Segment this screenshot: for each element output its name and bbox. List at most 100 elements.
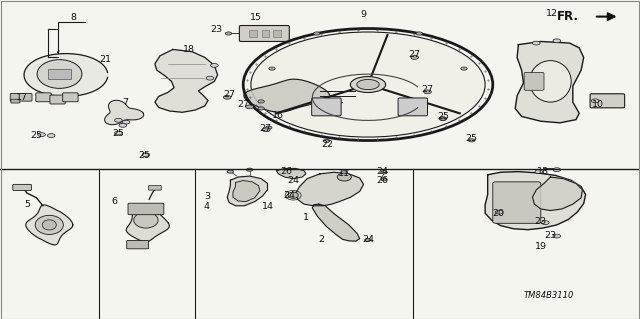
Bar <box>273 30 281 37</box>
FancyBboxPatch shape <box>239 26 289 41</box>
Bar <box>249 30 257 37</box>
FancyBboxPatch shape <box>11 99 20 103</box>
Text: 15: 15 <box>250 13 262 22</box>
Text: 14: 14 <box>262 202 273 211</box>
FancyBboxPatch shape <box>50 95 65 104</box>
Circle shape <box>211 63 218 67</box>
Circle shape <box>246 168 253 171</box>
Text: 23: 23 <box>545 231 556 240</box>
FancyBboxPatch shape <box>524 72 544 90</box>
Polygon shape <box>515 41 584 123</box>
Circle shape <box>495 210 503 214</box>
Circle shape <box>47 134 55 137</box>
Circle shape <box>424 90 431 94</box>
Ellipse shape <box>42 220 56 230</box>
Circle shape <box>225 32 232 35</box>
Text: 22: 22 <box>322 140 333 149</box>
Text: 4: 4 <box>204 202 210 211</box>
FancyBboxPatch shape <box>128 203 164 215</box>
Text: 27: 27 <box>223 90 235 99</box>
Circle shape <box>206 76 214 80</box>
Text: 19: 19 <box>535 242 547 251</box>
Text: 24: 24 <box>362 235 374 244</box>
FancyBboxPatch shape <box>312 98 341 116</box>
Circle shape <box>246 105 253 109</box>
Text: 27: 27 <box>421 85 433 94</box>
Text: 23: 23 <box>535 217 547 226</box>
Text: 20: 20 <box>492 209 504 218</box>
Circle shape <box>553 168 561 172</box>
FancyBboxPatch shape <box>148 186 161 190</box>
Text: TM84B3110: TM84B3110 <box>524 291 574 300</box>
Ellipse shape <box>35 215 63 234</box>
Circle shape <box>553 234 561 238</box>
Text: 27: 27 <box>237 100 250 109</box>
Text: 13: 13 <box>537 167 548 176</box>
Ellipse shape <box>251 32 485 137</box>
Circle shape <box>122 120 130 124</box>
Text: 24: 24 <box>284 191 295 200</box>
Ellipse shape <box>357 79 380 90</box>
Circle shape <box>266 126 272 129</box>
Text: FR.: FR. <box>557 10 579 23</box>
Text: 7: 7 <box>122 98 128 107</box>
Text: 21: 21 <box>100 55 111 63</box>
Text: 27: 27 <box>409 50 420 59</box>
Circle shape <box>439 117 447 121</box>
Text: 5: 5 <box>24 200 30 209</box>
Text: 25: 25 <box>138 151 150 160</box>
Circle shape <box>142 153 150 157</box>
Text: 23: 23 <box>210 25 222 34</box>
Circle shape <box>115 131 122 135</box>
FancyBboxPatch shape <box>10 93 32 101</box>
Bar <box>262 30 269 37</box>
Polygon shape <box>155 49 218 112</box>
FancyBboxPatch shape <box>127 241 148 249</box>
FancyBboxPatch shape <box>13 184 31 190</box>
Text: 26: 26 <box>377 176 388 185</box>
Text: 25: 25 <box>31 131 42 140</box>
Circle shape <box>314 32 320 35</box>
Text: 25: 25 <box>437 112 449 121</box>
Ellipse shape <box>530 61 571 102</box>
Circle shape <box>223 95 231 99</box>
Text: 16: 16 <box>273 111 284 120</box>
Circle shape <box>341 171 348 174</box>
Circle shape <box>262 128 270 132</box>
Text: 6: 6 <box>111 197 117 206</box>
Text: 18: 18 <box>183 45 195 54</box>
Circle shape <box>381 178 387 181</box>
Circle shape <box>38 133 45 137</box>
Circle shape <box>381 171 387 174</box>
Polygon shape <box>532 177 582 211</box>
Text: 2: 2 <box>318 235 324 244</box>
Text: 26: 26 <box>280 167 292 176</box>
Circle shape <box>591 99 599 103</box>
Bar <box>48 69 71 79</box>
Polygon shape <box>233 181 260 202</box>
Polygon shape <box>26 205 73 245</box>
Polygon shape <box>485 172 586 230</box>
Circle shape <box>365 238 371 241</box>
Ellipse shape <box>134 212 158 228</box>
Polygon shape <box>104 100 144 125</box>
Circle shape <box>440 117 446 120</box>
Text: 27: 27 <box>260 124 271 133</box>
FancyBboxPatch shape <box>590 94 625 108</box>
Polygon shape <box>312 204 360 241</box>
Text: 12: 12 <box>546 9 557 18</box>
Circle shape <box>461 67 467 70</box>
Circle shape <box>227 170 234 173</box>
Polygon shape <box>227 176 268 206</box>
Text: 11: 11 <box>339 169 350 178</box>
Circle shape <box>535 170 543 174</box>
Text: 25: 25 <box>466 134 477 143</box>
Polygon shape <box>126 209 170 242</box>
Ellipse shape <box>351 77 385 93</box>
Ellipse shape <box>337 173 351 181</box>
Circle shape <box>258 107 264 110</box>
Circle shape <box>411 56 419 59</box>
Text: 25: 25 <box>113 129 124 137</box>
Circle shape <box>323 139 330 143</box>
Circle shape <box>541 221 549 225</box>
